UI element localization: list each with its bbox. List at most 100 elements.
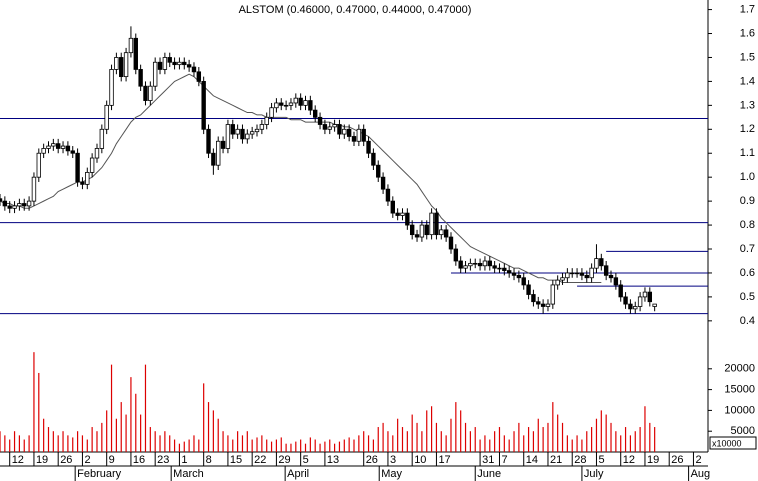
candle-body — [429, 212, 434, 236]
candle-body — [448, 236, 454, 250]
volume-tick-label: 5000 — [731, 425, 755, 437]
x-tick-label: 31 — [482, 454, 494, 466]
candle-body — [211, 152, 216, 166]
candle-body — [264, 116, 269, 125]
candle-body — [506, 270, 512, 274]
x-tick-label: 5 — [598, 454, 604, 466]
candle-body — [274, 102, 279, 109]
candle-body — [380, 176, 386, 190]
candle-body — [390, 200, 395, 214]
candle-body — [254, 128, 260, 133]
candle-body — [473, 262, 478, 265]
x-tick-label: 2 — [695, 454, 701, 466]
candle-body — [434, 212, 439, 236]
x-tick-label: 9 — [109, 454, 115, 466]
candle-body — [356, 128, 362, 142]
x-tick-label: 14 — [526, 454, 538, 466]
candle-body — [647, 291, 653, 303]
candle-body — [366, 140, 371, 154]
candle-body — [303, 100, 308, 106]
candle-body — [186, 64, 192, 68]
month-label: April — [287, 468, 309, 480]
candle-body — [104, 104, 109, 130]
y-tick-label: 1.4 — [740, 75, 755, 87]
candle-body — [114, 57, 119, 70]
candle-body — [94, 148, 100, 159]
candle-body — [172, 61, 177, 66]
y-tick-label: 0.6 — [740, 267, 755, 279]
y-tick-label: 0.4 — [740, 315, 755, 327]
candle-body — [652, 303, 657, 307]
candle-body — [574, 272, 580, 275]
candle-body — [400, 212, 405, 216]
y-tick-label: 1.5 — [740, 51, 755, 63]
candle-body — [337, 124, 342, 135]
month-label: March — [173, 468, 204, 480]
chart-title: ALSTOM (0.46000, 0.47000, 0.44000, 0.470… — [239, 4, 472, 16]
candle-body — [482, 260, 488, 267]
candle-body — [633, 306, 638, 310]
candle-body — [637, 296, 643, 307]
candle-body — [317, 116, 323, 125]
candle-body — [502, 267, 507, 271]
candle-body — [143, 85, 148, 101]
x-tick-label: 8 — [206, 454, 212, 466]
y-tick-label: 0.8 — [740, 219, 755, 231]
y-tick-label: 1.7 — [740, 3, 755, 15]
candle-body — [162, 57, 168, 70]
candle-body — [385, 188, 391, 202]
candle-body — [99, 128, 105, 149]
candle-body — [589, 267, 594, 279]
month-label: July — [584, 468, 604, 480]
x-tick-label: 17 — [438, 454, 450, 466]
candle-body — [594, 258, 599, 269]
candle-body — [119, 57, 124, 78]
x-tick-label: 3 — [390, 454, 396, 466]
candle-body — [536, 301, 541, 305]
candle-body — [308, 100, 313, 111]
candle-body — [85, 171, 90, 185]
candle-body — [157, 61, 163, 70]
candle-body — [395, 212, 400, 216]
candle-body — [545, 303, 551, 307]
candle-body — [7, 205, 12, 209]
candle-body — [623, 296, 628, 305]
x-tick-label: 22 — [254, 454, 266, 466]
candle-body — [511, 272, 517, 276]
candle-body — [458, 260, 463, 269]
y-tick-label: 0.5 — [740, 291, 755, 303]
candle-body — [89, 157, 95, 173]
candle-body — [439, 229, 444, 236]
candle-body — [249, 131, 255, 135]
candle-body — [75, 152, 80, 183]
candle-body — [51, 143, 56, 147]
y-tick-label: 0.7 — [740, 243, 755, 255]
candle-body — [293, 97, 299, 104]
candle-body — [468, 262, 473, 267]
volume-unit-box — [709, 436, 757, 450]
candle-body — [12, 205, 17, 209]
candle-body — [148, 85, 153, 101]
month-label: Aug — [691, 468, 711, 480]
candle-body — [191, 66, 197, 73]
candle-body — [332, 124, 337, 128]
y-tick-label: 1.6 — [740, 27, 755, 39]
x-tick-label: 16 — [133, 454, 145, 466]
x-tick-label: 28 — [574, 454, 586, 466]
candle-body — [526, 284, 531, 295]
candle-body — [269, 107, 274, 118]
candle-body — [414, 234, 420, 238]
candle-body — [409, 224, 415, 236]
candle-body — [521, 277, 526, 286]
candle-body — [36, 152, 41, 178]
x-tick-label: 26 — [366, 454, 378, 466]
candle-body — [477, 262, 483, 267]
y-tick-label: 0.9 — [740, 195, 755, 207]
candle-body — [424, 224, 429, 236]
candle-body — [419, 224, 425, 238]
candle-body — [41, 148, 46, 154]
y-tick-label: 1.2 — [740, 123, 755, 135]
candle-body — [371, 152, 376, 166]
candle-body — [55, 143, 61, 149]
x-tick-label: 26 — [60, 454, 72, 466]
